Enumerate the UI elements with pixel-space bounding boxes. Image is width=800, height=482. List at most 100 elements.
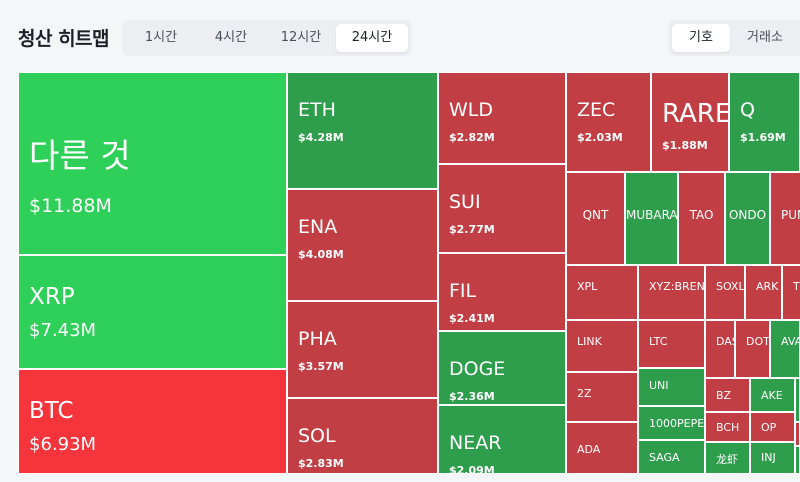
- tile-value: $4.28M: [298, 131, 344, 144]
- tile-longxia[interactable]: 龙虾: [705, 442, 750, 474]
- tile-symbol: T: [793, 280, 800, 293]
- tile-symbol: BZ: [716, 389, 732, 402]
- liquidation-treemap: 다른 것 $11.88M XRP $7.43M BTC $6.93M ETH $…: [18, 72, 800, 474]
- tile-near[interactable]: NEAR $2.09M: [438, 405, 566, 474]
- tile-2z[interactable]: 2Z: [566, 372, 638, 422]
- tab-24h[interactable]: 24시간: [336, 24, 408, 52]
- tile-ada[interactable]: ADA: [566, 422, 638, 474]
- page-title: 청산 히트맵: [18, 28, 110, 50]
- tile-sliver[interactable]: [795, 446, 800, 474]
- tile-uni[interactable]: UNI: [638, 368, 705, 406]
- tab-4h[interactable]: 4시간: [214, 30, 248, 45]
- tile-symbol: AKE: [761, 389, 783, 402]
- tile-symbol: XRP: [29, 284, 75, 310]
- tile-symbol: PUMP: [781, 208, 800, 222]
- tile-tao[interactable]: TAO: [678, 172, 725, 265]
- tile-ark[interactable]: ARK: [745, 265, 782, 320]
- tile-bz[interactable]: BZ: [705, 378, 750, 412]
- tile-symbol: TAO: [689, 208, 714, 222]
- tile-qnt[interactable]: QNT: [566, 172, 625, 265]
- tile-value: $2.03M: [577, 131, 623, 144]
- tile-symbol: ENA: [298, 216, 338, 238]
- tile-symbol: DASH: [716, 335, 734, 348]
- view-mode-tabs: 기호 거래소: [668, 20, 800, 56]
- tile-1000pepe[interactable]: 1000PEPE: [638, 406, 705, 440]
- tile-mubarak[interactable]: MUBARAK: [625, 172, 678, 265]
- tile-value: $2.36M: [449, 390, 495, 403]
- tile-xrp[interactable]: XRP $7.43M: [18, 255, 287, 369]
- tile-symbol: MUBARAK: [626, 208, 678, 222]
- tile-symbol: ADA: [577, 443, 601, 456]
- tile-others[interactable]: 다른 것 $11.88M: [18, 72, 287, 255]
- tile-value: $6.93M: [29, 434, 97, 455]
- tile-symbol: FIL: [449, 280, 477, 302]
- tile-symbol: BTC: [29, 398, 74, 424]
- tile-symbol: 龙虾: [716, 453, 738, 466]
- tile-symbol: QNT: [582, 208, 609, 222]
- tile-btc[interactable]: BTC $6.93M: [18, 369, 287, 474]
- tile-value: $7.43M: [29, 320, 97, 341]
- tile-symbol: XPL: [577, 280, 598, 293]
- tile-zec[interactable]: ZEC $2.03M: [566, 72, 651, 172]
- tile-symbol: OP: [761, 421, 777, 434]
- tile-symbol: INJ: [761, 451, 776, 464]
- tile-value: $2.83M: [298, 457, 344, 470]
- tile-symbol: 2Z: [577, 387, 592, 400]
- tile-sliver[interactable]: [795, 422, 800, 446]
- tile-pump[interactable]: PUMP: [770, 172, 800, 265]
- tile-value: $2.41M: [449, 312, 495, 325]
- tab-symbol[interactable]: 기호: [672, 24, 730, 52]
- tab-1h[interactable]: 1시간: [144, 30, 178, 45]
- tile-value: $1.69M: [740, 131, 786, 144]
- tile-sliver[interactable]: [795, 378, 800, 422]
- tile-dot[interactable]: DOT: [735, 320, 770, 378]
- tile-symbol: Q: [740, 99, 755, 121]
- tile-dash[interactable]: DASH: [705, 320, 735, 378]
- tile-ltc[interactable]: LTC: [638, 320, 705, 368]
- tile-eth[interactable]: ETH $4.28M: [287, 72, 438, 189]
- tile-pha[interactable]: PHA $3.57M: [287, 301, 438, 398]
- tab-12h[interactable]: 12시간: [280, 30, 322, 45]
- tile-ondo[interactable]: ONDO: [725, 172, 770, 265]
- tile-rare[interactable]: RARE $1.88M: [651, 72, 729, 172]
- tile-q[interactable]: Q $1.69M: [729, 72, 800, 172]
- tile-value: $11.88M: [29, 195, 112, 217]
- tile-symbol: ZEC: [577, 99, 616, 121]
- tile-symbol: ETH: [298, 99, 336, 121]
- tile-symbol: LTC: [649, 335, 668, 348]
- tile-ake[interactable]: AKE: [750, 378, 795, 412]
- tile-saga[interactable]: SAGA: [638, 440, 705, 474]
- tile-link[interactable]: LINK: [566, 320, 638, 372]
- tile-xyz-brentoil[interactable]: XYZ:BRENTOIL: [638, 265, 705, 320]
- tile-fil[interactable]: FIL $2.41M: [438, 253, 566, 331]
- tile-ena[interactable]: ENA $4.08M: [287, 189, 438, 301]
- tile-symbol: 다른 것: [29, 136, 131, 175]
- tile-inj[interactable]: INJ: [750, 442, 795, 474]
- tile-symbol: LINK: [577, 335, 602, 348]
- tile-t[interactable]: T: [782, 265, 800, 320]
- tab-exchange[interactable]: 거래소: [747, 30, 783, 45]
- time-range-tabs: 1시간 4시간 12시간 24시간: [122, 20, 412, 56]
- tile-sui[interactable]: SUI $2.77M: [438, 164, 566, 253]
- tile-value: $4.08M: [298, 248, 344, 261]
- tile-avax[interactable]: AVAX: [770, 320, 800, 378]
- tile-wld[interactable]: WLD $2.82M: [438, 72, 566, 164]
- tile-symbol: SOXL: [716, 280, 745, 293]
- tile-symbol: XYZ:BRENTOIL: [649, 280, 705, 293]
- tile-symbol: 1000PEPE: [649, 417, 705, 430]
- tile-soxl[interactable]: SOXL: [705, 265, 745, 320]
- tile-doge[interactable]: DOGE $2.36M: [438, 331, 566, 405]
- tile-op[interactable]: OP: [750, 412, 795, 442]
- tile-symbol: PHA: [298, 328, 337, 350]
- tile-value: $1.88M: [662, 139, 708, 152]
- tile-symbol: DOT: [746, 335, 770, 348]
- tile-symbol: RARE: [662, 99, 729, 129]
- tile-value: $2.82M: [449, 131, 495, 144]
- tile-xpl[interactable]: XPL: [566, 265, 638, 320]
- tile-symbol: SUI: [449, 191, 481, 213]
- tile-symbol: UNI: [649, 379, 669, 392]
- tile-symbol: SOL: [298, 425, 336, 447]
- tile-sol[interactable]: SOL $2.83M: [287, 398, 438, 474]
- tile-symbol: SAGA: [649, 451, 680, 464]
- tile-bch[interactable]: BCH: [705, 412, 750, 442]
